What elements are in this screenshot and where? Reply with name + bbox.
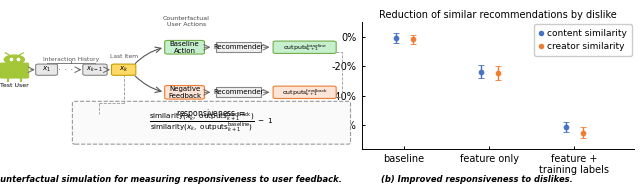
- Text: responsiveness $=$: responsiveness $=$: [176, 107, 246, 120]
- FancyBboxPatch shape: [273, 41, 336, 53]
- FancyBboxPatch shape: [164, 40, 204, 54]
- FancyBboxPatch shape: [36, 64, 58, 75]
- Text: Interaction History: Interaction History: [43, 57, 99, 62]
- Legend: content similarity, creator similarity: content similarity, creator similarity: [534, 24, 632, 56]
- Text: (b) Improved responsiveness to dislikes.: (b) Improved responsiveness to dislikes.: [381, 175, 573, 184]
- FancyBboxPatch shape: [111, 64, 136, 75]
- FancyBboxPatch shape: [164, 86, 204, 99]
- FancyBboxPatch shape: [72, 101, 351, 144]
- Text: Last Item: Last Item: [109, 54, 138, 59]
- Text: (a) Counterfactual simulation for measuring responsiveness to user feedback.: (a) Counterfactual simulation for measur…: [0, 175, 342, 184]
- Text: $x_1$: $x_1$: [42, 65, 51, 74]
- Text: Baseline
Action: Baseline Action: [170, 41, 200, 54]
- Text: · · ·: · · ·: [58, 65, 73, 75]
- Text: $x_{k-1}$: $x_{k-1}$: [86, 65, 104, 74]
- Text: Counterfactual
User Actions: Counterfactual User Actions: [163, 16, 210, 27]
- FancyBboxPatch shape: [0, 63, 29, 78]
- Circle shape: [4, 55, 24, 64]
- Text: $\dfrac{\mathrm{similarity}(x_k,\ \mathrm{outputs}^{\mathrm{feedback}}_{k+1})}{\: $\dfrac{\mathrm{similarity}(x_k,\ \mathr…: [149, 110, 274, 134]
- Text: Negative
Feedback: Negative Feedback: [168, 86, 201, 99]
- Text: Recommender: Recommender: [213, 44, 264, 50]
- Text: outputs$^{\mathsf{feedback}}_{k+1}$: outputs$^{\mathsf{feedback}}_{k+1}$: [282, 87, 328, 98]
- Text: outputs$^{\mathsf{baseline}}_{k+1}$: outputs$^{\mathsf{baseline}}_{k+1}$: [283, 42, 326, 53]
- Text: Recommender: Recommender: [213, 89, 264, 95]
- FancyBboxPatch shape: [83, 64, 107, 75]
- Bar: [216, 42, 260, 52]
- Text: $x_k$: $x_k$: [119, 65, 129, 74]
- Title: Reduction of similar recommendations by dislike: Reduction of similar recommendations by …: [379, 10, 616, 20]
- Bar: [216, 87, 260, 97]
- FancyBboxPatch shape: [273, 86, 336, 98]
- Text: Test User: Test User: [0, 83, 29, 88]
